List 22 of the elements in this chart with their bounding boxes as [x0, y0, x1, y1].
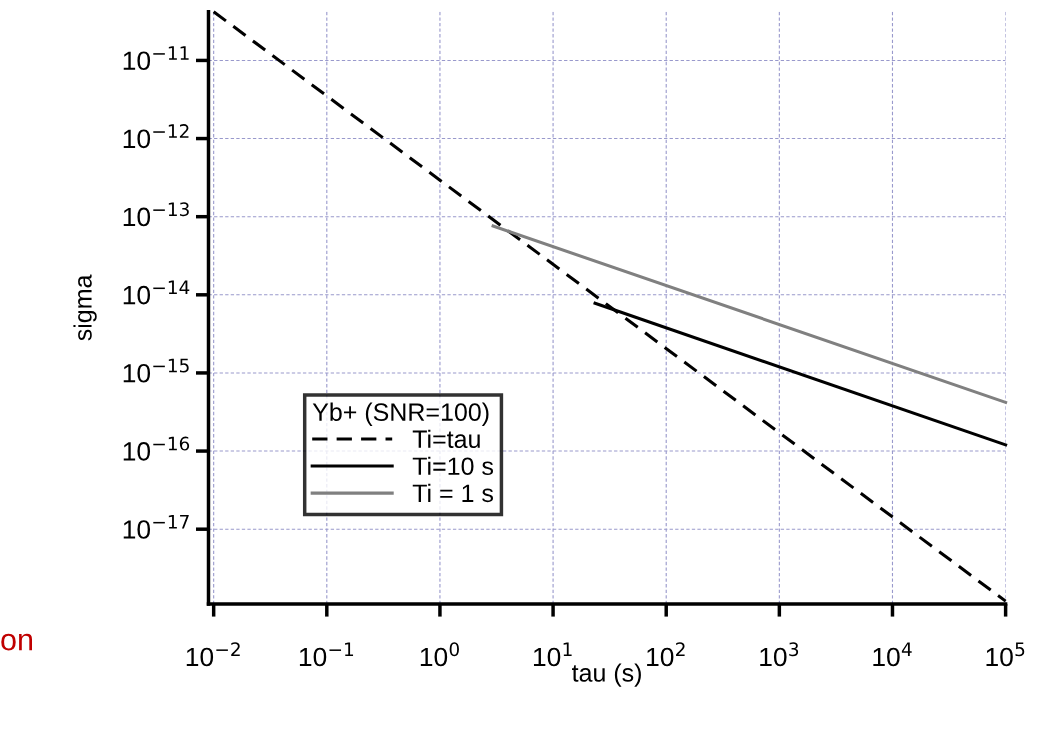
- x-tick-label: 10$^{3}$: [760, 642, 799, 667]
- y-tick-label: 10$^{−12}$: [123, 124, 189, 149]
- legend-label: Ti = 1 s: [412, 483, 494, 503]
- legend-label: Ti=10 s: [412, 456, 494, 476]
- legend-title: Yb+ (SNR=100): [312, 402, 489, 426]
- x-tick-label: 10$^{−2}$: [186, 642, 240, 667]
- y-tick-label: 10$^{−15}$: [123, 358, 189, 383]
- x-axis-title: tau (s): [572, 663, 641, 687]
- y-tick-label: 10$^{−16}$: [123, 436, 190, 461]
- x-tick-label: 10$^{1}$: [533, 642, 572, 667]
- legend-label: Ti=tau: [412, 429, 480, 449]
- y-tick-label: 10$^{−14}$: [123, 280, 190, 305]
- y-tick-label: 10$^{−17}$: [123, 515, 189, 539]
- y-axis-title: sigma: [73, 274, 97, 341]
- y-tick-label: 10$^{−11}$: [123, 46, 189, 71]
- x-tick-label: 10$^{4}$: [873, 642, 912, 667]
- x-tick-label: 10$^{2}$: [647, 642, 685, 667]
- y-tick-label: 10$^{−13}$: [123, 202, 189, 227]
- x-tick-label: 10$^{0}$: [420, 642, 459, 667]
- x-tick-label: 10$^{5}$: [986, 642, 1025, 667]
- x-tick-label: 10$^{−1}$: [299, 642, 354, 667]
- text: on: [1, 633, 32, 651]
